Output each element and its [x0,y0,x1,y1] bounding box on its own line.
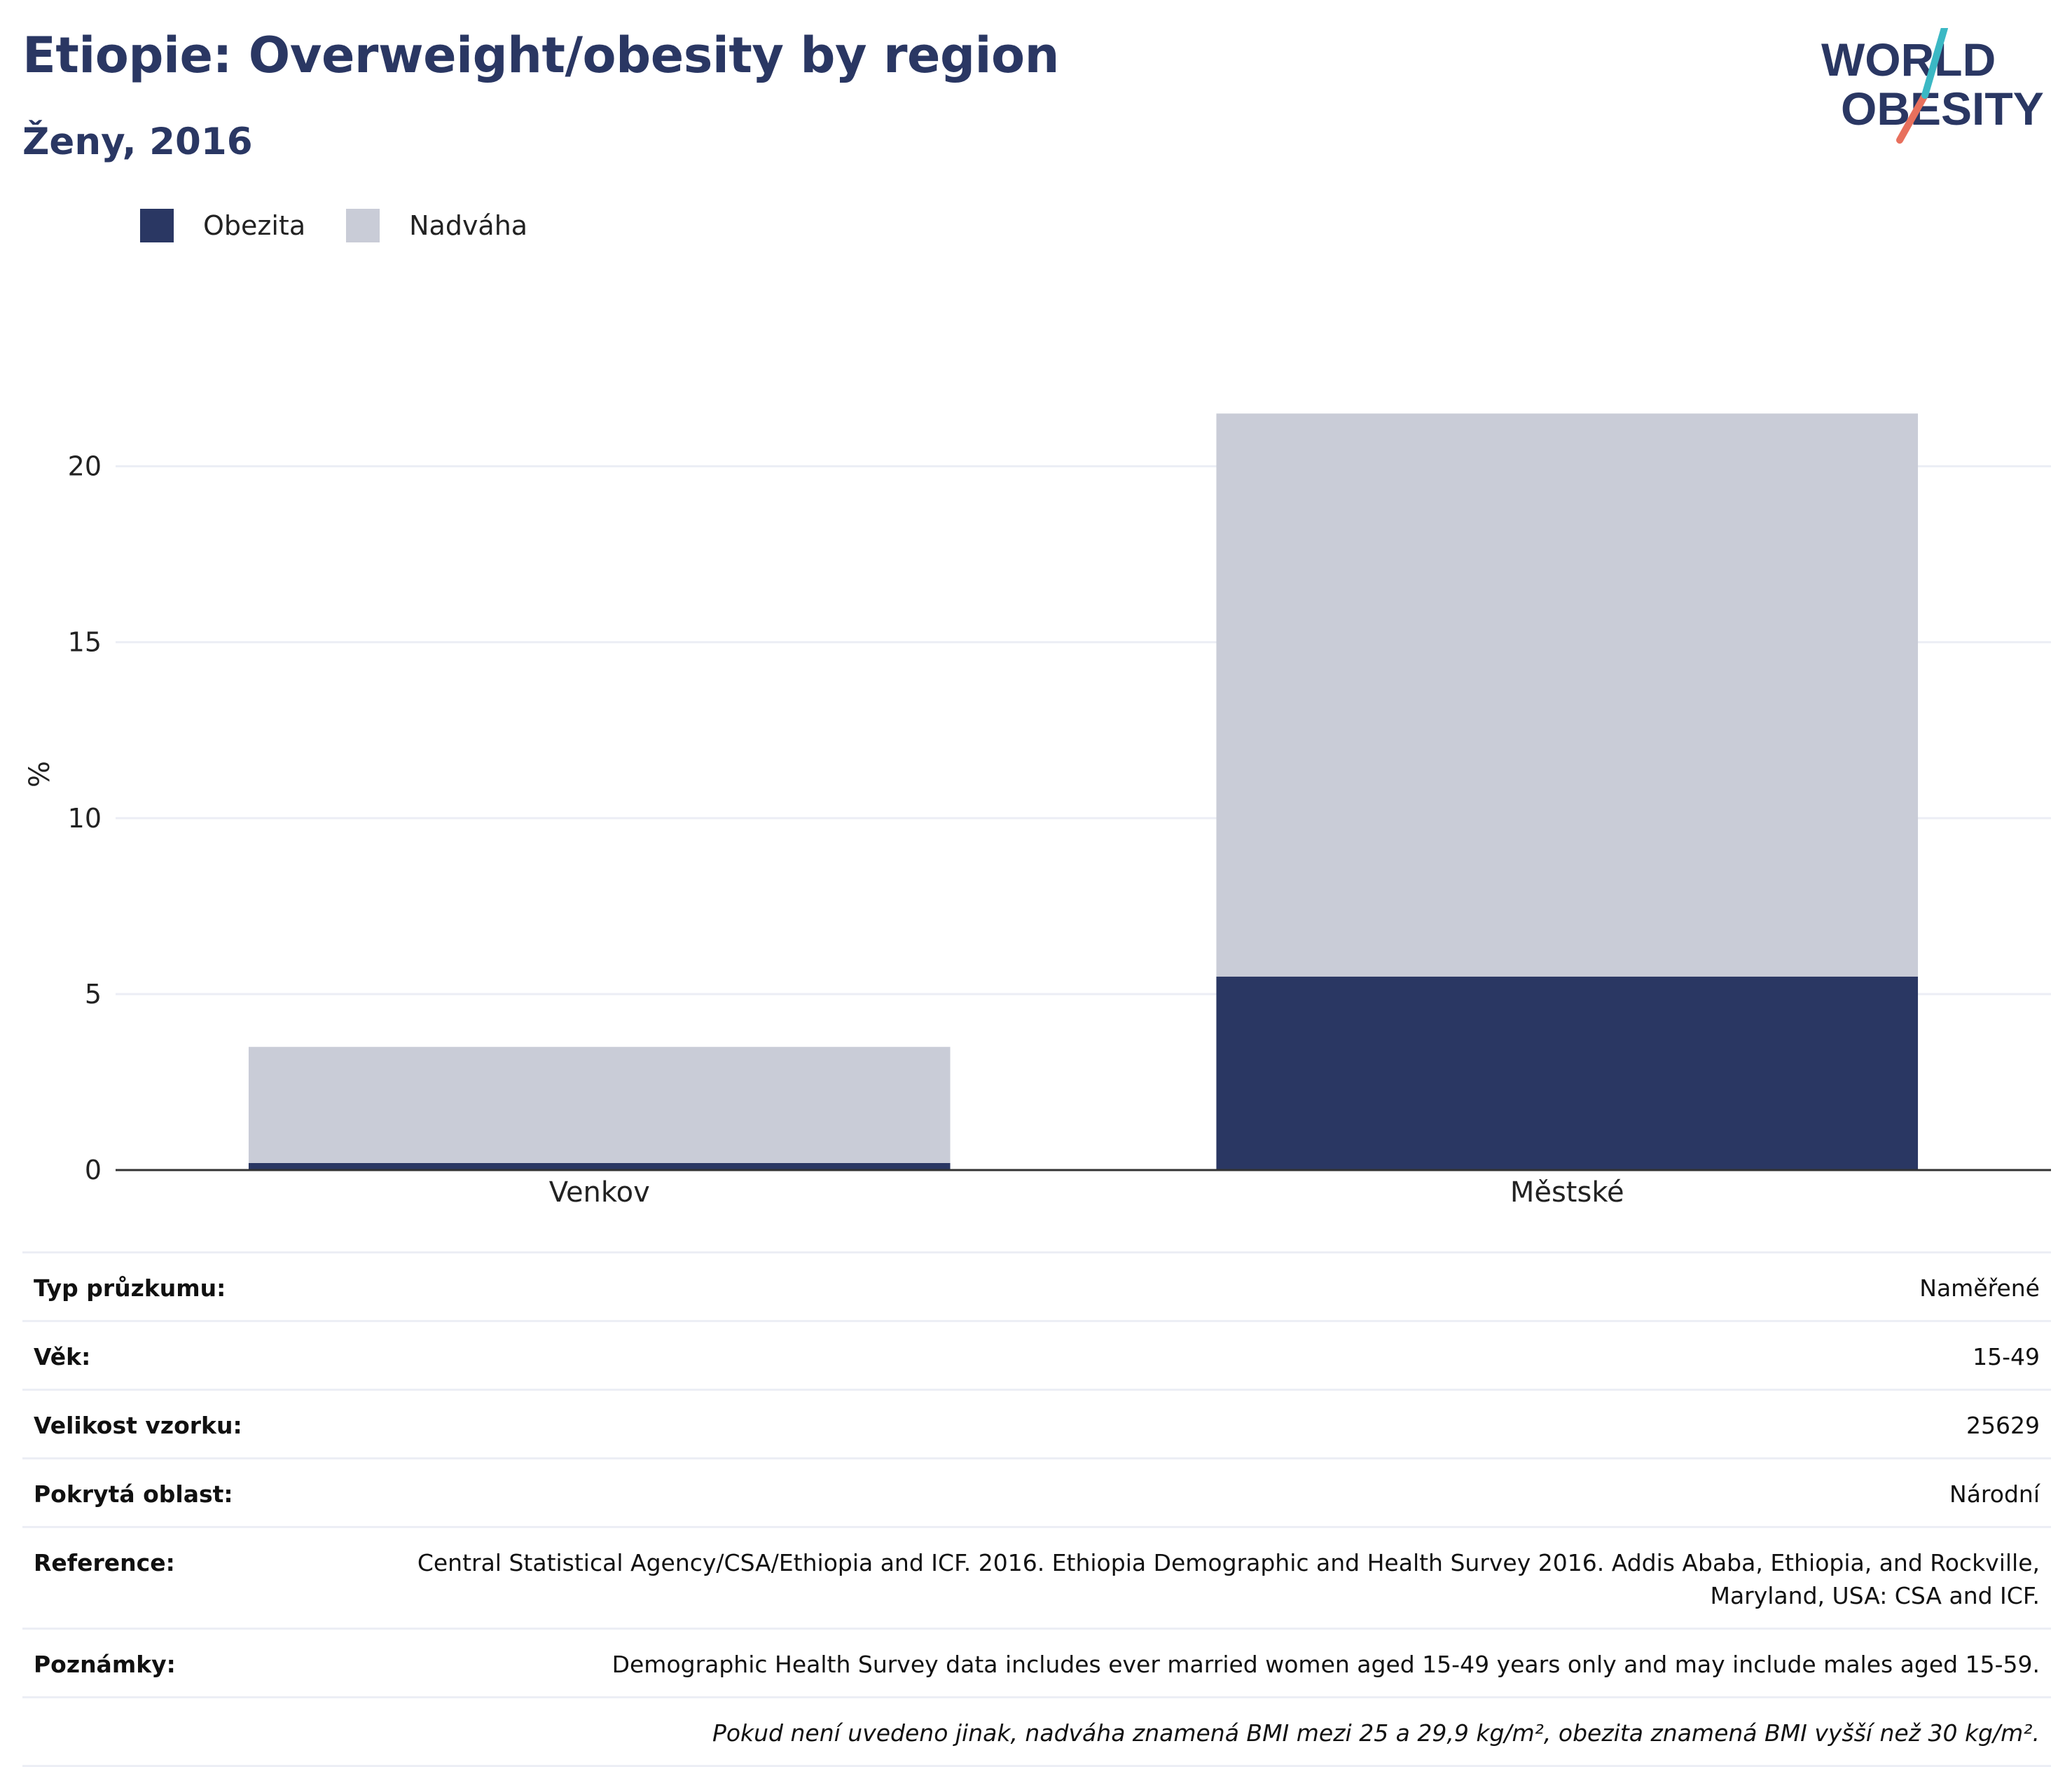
info-label: Reference: [34,1549,175,1576]
info-row-sample-size: Velikost vzorku: 25629 [22,1391,2051,1459]
bar-overweight [1216,413,1919,977]
bar-obesity [248,1162,951,1170]
legend-label-obesity: Obezita [203,210,306,241]
svg-text:OBESITY: OBESITY [1841,83,2044,135]
chart-subtitle: Ženy, 2016 [22,121,253,163]
bar-chart: 0 5 10 15 20% Venkov Městské [24,413,2051,1209]
info-label: Velikost vzorku: [34,1412,242,1439]
y-tick-label: 10 [68,803,102,834]
bar-overweight [248,1047,951,1163]
info-row-notes: Poznámky: Demographic Health Survey data… [22,1630,2051,1698]
x-tick-label: Venkov [549,1176,650,1209]
info-label: Poznámky: [34,1651,176,1678]
info-value: Central Statistical Agency/CSA/Ethiopia … [417,1549,2040,1609]
info-row-age: Věk: 15-49 [22,1322,2051,1391]
y-axis-label: % [24,761,56,788]
bmi-footnote: Pokud není uvedeno jinak, nadváha znamen… [712,1719,2040,1747]
info-value: 25629 [1966,1412,2040,1439]
y-tick-label: 15 [68,627,102,658]
bar-obesity [1216,976,1919,1170]
y-tick-label: 0 [85,1155,102,1185]
legend-item-obesity[interactable]: Obezita [140,209,305,242]
y-tick-label: 5 [85,979,102,1010]
info-value: 15-49 [1973,1343,2040,1370]
y-tick-label: 20 [68,451,102,482]
world-obesity-logo: WORLD OBESITY [1821,28,2044,144]
info-row-footnote: Pokud není uvedeno jinak, nadváha znamen… [22,1698,2051,1767]
svg-text:WORLD: WORLD [1821,34,1996,85]
legend-swatch-overweight [346,209,380,242]
info-label: Věk: [34,1343,91,1370]
info-value: Národní [1949,1480,2040,1508]
legend-item-overweight[interactable]: Nadváha [346,209,527,242]
info-label: Pokrytá oblast: [34,1480,233,1508]
info-value: Naměřené [1919,1274,2040,1302]
legend: Obezita Nadváha [140,209,568,242]
info-row-survey-type: Typ průzkumu: Naměřené [22,1253,2051,1322]
survey-info-table: Typ průzkumu: Naměřené Věk: 15-49 Veliko… [22,1251,2051,1767]
legend-swatch-obesity [140,209,174,242]
legend-label-overweight: Nadváha [409,210,528,241]
x-tick-label: Městské [1510,1176,1624,1209]
info-row-reference: Reference: Central Statistical Agency/CS… [22,1528,2051,1630]
chart-title: Etiopie: Overweight/obesity by region [22,27,1059,84]
info-label: Typ průzkumu: [34,1274,226,1302]
info-row-coverage: Pokrytá oblast: Národní [22,1459,2051,1528]
info-value: Demographic Health Survey data includes … [612,1651,2040,1678]
